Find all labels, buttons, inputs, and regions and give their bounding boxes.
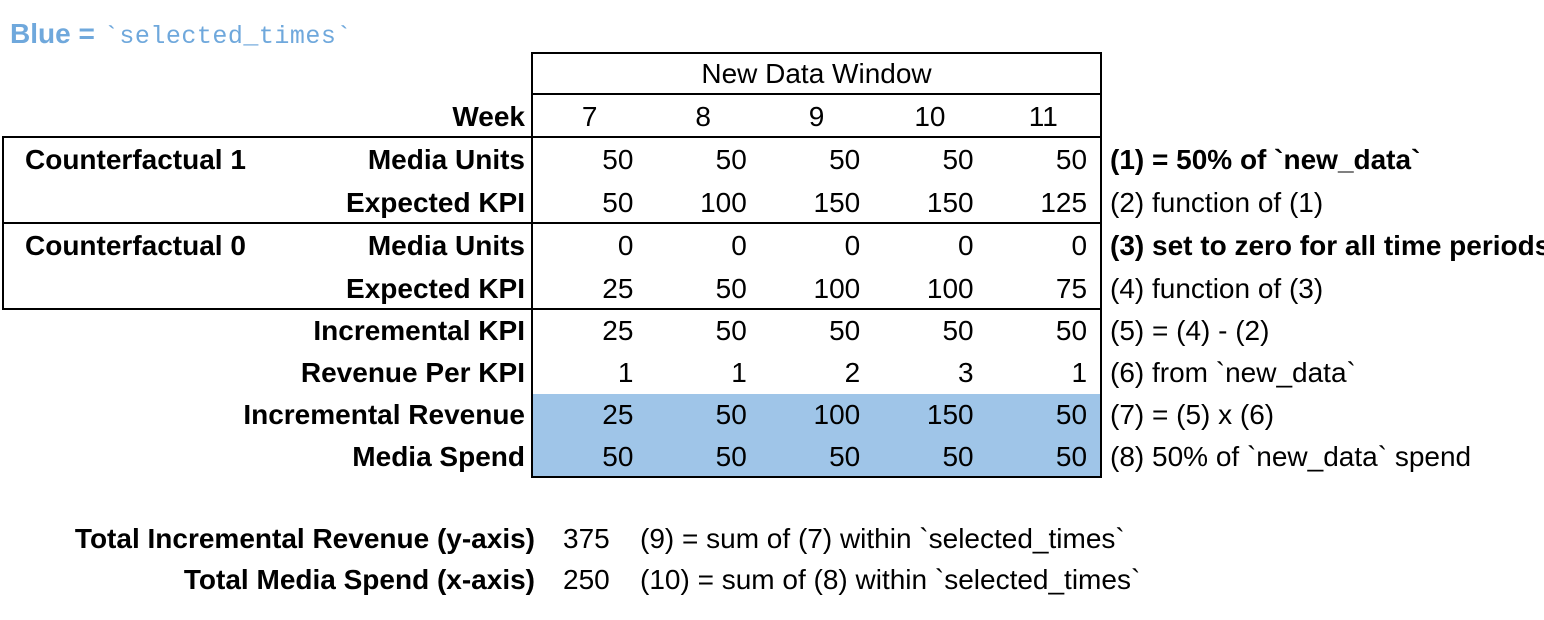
- data-cell: 50: [715, 315, 747, 346]
- annotation-3: (3) set to zero for all time periods: [1110, 229, 1544, 261]
- data-cell: 50: [715, 399, 747, 430]
- row-label: Media Spend: [352, 441, 525, 472]
- total-incremental-revenue-value: 375: [563, 523, 610, 554]
- data-cell: 1: [731, 357, 747, 388]
- data-cell: 0: [617, 229, 634, 261]
- selected-times-highlight: [533, 394, 1100, 476]
- row-label: Expected KPI: [346, 272, 525, 304]
- data-cell: 25: [602, 399, 634, 430]
- group-label-counterfactual-0: Counterfactual 0: [25, 229, 246, 261]
- data-cell: 100: [813, 399, 861, 430]
- data-cell: 150: [926, 399, 974, 430]
- table-border-right: [1100, 52, 1102, 478]
- data-cell: 50: [942, 143, 974, 175]
- data-cell: 50: [942, 441, 974, 472]
- data-cell: 1: [617, 357, 634, 388]
- week-cell: 11: [1028, 100, 1058, 132]
- table-border-cf0-bottom: [2, 308, 1102, 310]
- annotation-8: (8) 50% of `new_data` spend: [1110, 441, 1472, 472]
- data-cell: 0: [844, 229, 861, 261]
- table-row: 0 0 0 0 0: [533, 224, 1100, 267]
- table-row-highlighted: 50 50 50 50 50: [533, 436, 1100, 478]
- annotation-9: (9) = sum of (7) within `selected_times`: [640, 523, 1125, 554]
- data-cell: 50: [829, 315, 861, 346]
- data-cell: 100: [926, 272, 974, 304]
- data-cell: 0: [958, 229, 974, 261]
- data-cell: 100: [813, 272, 861, 304]
- table-border-cf1-top: [2, 136, 1102, 138]
- annotation-6: (6) from `new_data`: [1110, 357, 1356, 388]
- table-border-top: [531, 52, 1102, 54]
- week-label: Week: [452, 100, 525, 132]
- row-label: Expected KPI: [346, 186, 525, 218]
- row-label: Revenue Per KPI: [300, 357, 525, 388]
- data-cell: 150: [813, 186, 861, 218]
- week-cell: 9: [808, 100, 825, 132]
- counterfactual-box-left-border: [2, 136, 4, 310]
- data-cell: 50: [602, 186, 634, 218]
- group-label-counterfactual-1: Counterfactual 1: [25, 143, 246, 175]
- data-cell: 150: [926, 186, 974, 218]
- data-cell: 50: [829, 143, 861, 175]
- data-cell: 3: [958, 357, 974, 388]
- table-border-header-bottom: [531, 93, 1102, 95]
- table-row: 50 50 50 50 50: [533, 138, 1100, 181]
- data-cell: 2: [844, 357, 861, 388]
- data-cell: 1: [1071, 357, 1088, 388]
- legend-code-selected-times: `selected_times`: [103, 22, 352, 51]
- table-row: 25 50 100 100 75: [533, 267, 1100, 310]
- table-border-bottom: [531, 476, 1102, 478]
- new-data-window-header: New Data Window: [701, 57, 932, 89]
- row-label: Incremental Revenue: [243, 399, 525, 430]
- data-cell: 50: [715, 272, 747, 304]
- data-cell: 0: [731, 229, 747, 261]
- data-cell: 0: [1071, 229, 1088, 261]
- table-row: 1 1 2 3 1: [533, 352, 1100, 394]
- data-cell: 100: [700, 186, 747, 218]
- row-label: Media Units: [367, 229, 525, 261]
- data-cell: 125: [1040, 186, 1088, 218]
- annotation-2: (2) function of (1): [1110, 186, 1324, 218]
- legend: Blue = `selected_times`: [10, 18, 352, 51]
- row-label: Media Units: [367, 143, 525, 175]
- total-incremental-revenue-label: Total Incremental Revenue (y-axis): [74, 523, 535, 554]
- annotation-5: (5) = (4) - (2): [1110, 315, 1270, 346]
- table-row: 50 100 150 150 125: [533, 181, 1100, 224]
- table-row: 25 50 50 50 50: [533, 310, 1100, 352]
- total-media-spend-value: 250: [563, 564, 610, 595]
- data-cell: 75: [1055, 272, 1088, 304]
- annotation-4: (4) function of (3): [1110, 272, 1324, 304]
- data-cell: 50: [1055, 143, 1088, 175]
- week-row: 7 8 9 10 11: [533, 95, 1100, 138]
- week-cell: 10: [914, 100, 946, 132]
- data-cell: 50: [602, 441, 634, 472]
- annotation-1: (1) = 50% of `new_data`: [1110, 143, 1421, 175]
- data-cell: 50: [829, 441, 861, 472]
- annotation-7: (7) = (5) x (6): [1110, 399, 1275, 430]
- row-label: Incremental KPI: [313, 315, 525, 346]
- data-cell: 50: [1055, 315, 1088, 346]
- data-cell: 50: [602, 143, 634, 175]
- total-media-spend-label: Total Media Spend (x-axis): [183, 564, 535, 595]
- data-cell: 25: [602, 272, 634, 304]
- table-border-left: [531, 52, 533, 478]
- table-border-cf0-top: [2, 222, 1102, 224]
- data-cell: 50: [715, 441, 747, 472]
- data-cell: 50: [942, 315, 974, 346]
- data-cell: 50: [1055, 399, 1088, 430]
- week-cell: 8: [695, 100, 711, 132]
- data-cell: 50: [1055, 441, 1088, 472]
- week-cell: 7: [581, 100, 598, 132]
- annotation-10: (10) = sum of (8) within `selected_times…: [640, 564, 1141, 595]
- legend-label: Blue =: [10, 18, 95, 49]
- data-cell: 25: [602, 315, 634, 346]
- table-row-highlighted: 25 50 100 150 50: [533, 394, 1100, 436]
- data-cell: 50: [715, 143, 747, 175]
